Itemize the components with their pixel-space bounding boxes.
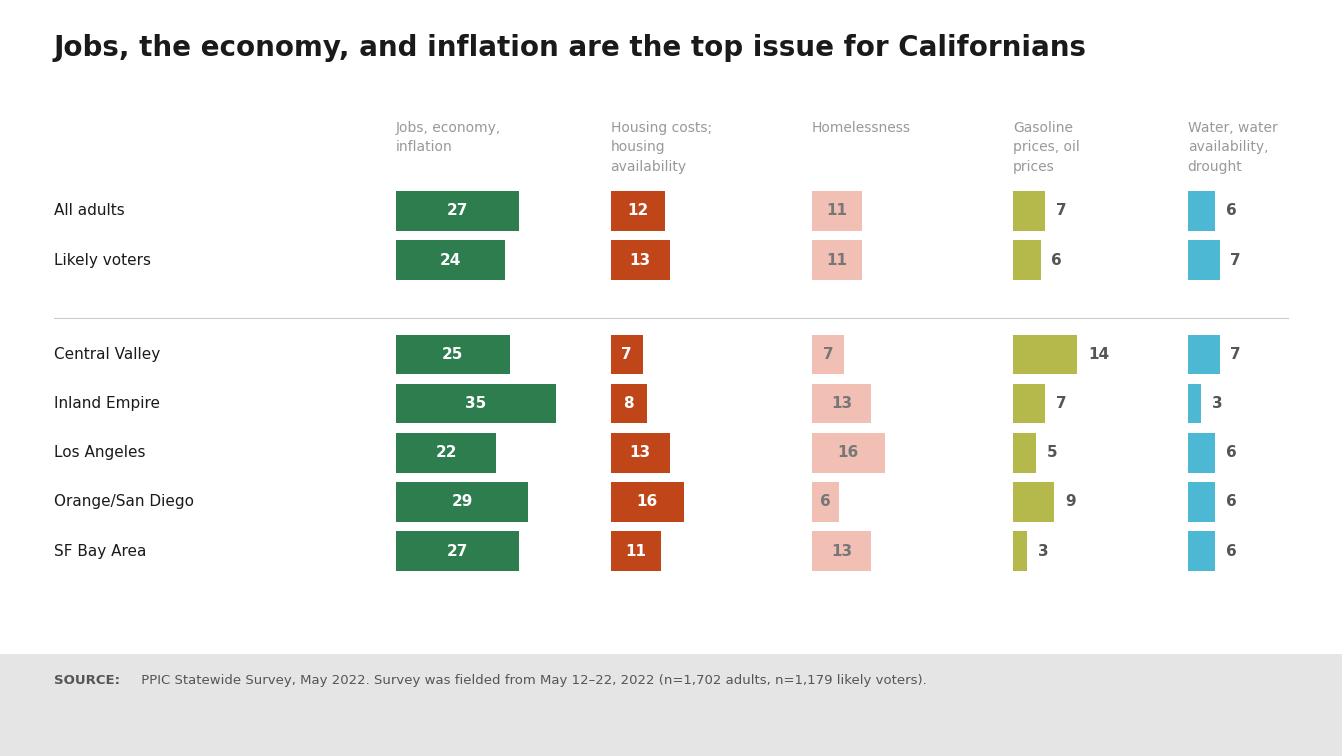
FancyBboxPatch shape	[396, 191, 519, 231]
Text: 13: 13	[629, 445, 651, 460]
Text: 5: 5	[1047, 445, 1057, 460]
Text: 11: 11	[625, 544, 647, 559]
Text: 11: 11	[827, 203, 848, 218]
Text: SOURCE:: SOURCE:	[54, 674, 119, 687]
FancyBboxPatch shape	[611, 335, 643, 374]
FancyBboxPatch shape	[812, 240, 862, 280]
Text: 16: 16	[636, 494, 658, 510]
Text: Gasoline
prices, oil
prices: Gasoline prices, oil prices	[1013, 121, 1080, 174]
FancyBboxPatch shape	[0, 654, 1342, 756]
FancyBboxPatch shape	[812, 384, 871, 423]
Text: 24: 24	[440, 253, 462, 268]
FancyBboxPatch shape	[1188, 531, 1215, 571]
FancyBboxPatch shape	[611, 191, 666, 231]
Text: Housing costs;
housing
availability: Housing costs; housing availability	[611, 121, 711, 174]
FancyBboxPatch shape	[396, 240, 506, 280]
Text: 13: 13	[831, 396, 852, 411]
Text: Likely voters: Likely voters	[54, 253, 150, 268]
Text: PPIC Statewide Survey, May 2022. Survey was fielded from May 12–22, 2022 (n=1,70: PPIC Statewide Survey, May 2022. Survey …	[137, 674, 926, 687]
FancyBboxPatch shape	[396, 335, 510, 374]
Text: 9: 9	[1066, 494, 1076, 510]
FancyBboxPatch shape	[611, 240, 670, 280]
Text: 25: 25	[443, 347, 463, 362]
FancyBboxPatch shape	[1188, 240, 1220, 280]
FancyBboxPatch shape	[611, 531, 660, 571]
Text: 7: 7	[1056, 203, 1067, 218]
FancyBboxPatch shape	[1188, 335, 1220, 374]
Text: 13: 13	[831, 544, 852, 559]
FancyBboxPatch shape	[1013, 433, 1036, 472]
FancyBboxPatch shape	[1013, 240, 1040, 280]
FancyBboxPatch shape	[396, 384, 556, 423]
FancyBboxPatch shape	[1013, 482, 1055, 522]
Text: 7: 7	[1231, 347, 1241, 362]
FancyBboxPatch shape	[1188, 433, 1215, 472]
FancyBboxPatch shape	[396, 433, 497, 472]
Text: 6: 6	[1225, 494, 1236, 510]
FancyBboxPatch shape	[812, 482, 839, 522]
Text: SF Bay Area: SF Bay Area	[54, 544, 146, 559]
Text: 6: 6	[820, 494, 831, 510]
FancyBboxPatch shape	[1188, 384, 1201, 423]
Text: 22: 22	[435, 445, 456, 460]
FancyBboxPatch shape	[1013, 191, 1045, 231]
Text: 12: 12	[627, 203, 648, 218]
Text: 6: 6	[1225, 203, 1236, 218]
FancyBboxPatch shape	[396, 482, 529, 522]
FancyBboxPatch shape	[812, 531, 871, 571]
Text: 11: 11	[827, 253, 848, 268]
FancyBboxPatch shape	[812, 433, 884, 472]
FancyBboxPatch shape	[812, 335, 844, 374]
Text: 7: 7	[1231, 253, 1241, 268]
FancyBboxPatch shape	[1013, 335, 1078, 374]
Text: 14: 14	[1088, 347, 1108, 362]
FancyBboxPatch shape	[1188, 482, 1215, 522]
Text: 3: 3	[1212, 396, 1223, 411]
FancyBboxPatch shape	[396, 531, 519, 571]
FancyBboxPatch shape	[611, 433, 670, 472]
Text: 8: 8	[624, 396, 635, 411]
Text: All adults: All adults	[54, 203, 125, 218]
FancyBboxPatch shape	[1188, 191, 1215, 231]
FancyBboxPatch shape	[1013, 531, 1027, 571]
Text: 6: 6	[1225, 544, 1236, 559]
Text: 7: 7	[621, 347, 632, 362]
FancyBboxPatch shape	[1013, 384, 1045, 423]
Text: 35: 35	[466, 396, 486, 411]
Text: 27: 27	[447, 203, 468, 218]
Text: 6: 6	[1225, 445, 1236, 460]
Text: Central Valley: Central Valley	[54, 347, 160, 362]
Text: Jobs, economy,
inflation: Jobs, economy, inflation	[396, 121, 501, 154]
Text: 6: 6	[1051, 253, 1062, 268]
Text: 7: 7	[1056, 396, 1067, 411]
Text: 3: 3	[1037, 544, 1048, 559]
Text: Water, water
availability,
drought: Water, water availability, drought	[1188, 121, 1278, 174]
Text: 29: 29	[451, 494, 472, 510]
FancyBboxPatch shape	[812, 191, 862, 231]
Text: Orange/San Diego: Orange/San Diego	[54, 494, 193, 510]
Text: Los Angeles: Los Angeles	[54, 445, 145, 460]
Text: Homelessness: Homelessness	[812, 121, 911, 135]
Text: 16: 16	[837, 445, 859, 460]
Text: Inland Empire: Inland Empire	[54, 396, 160, 411]
Text: Jobs, the economy, and inflation are the top issue for Californians: Jobs, the economy, and inflation are the…	[54, 34, 1087, 62]
FancyBboxPatch shape	[611, 482, 683, 522]
Text: 7: 7	[823, 347, 833, 362]
Text: 13: 13	[629, 253, 651, 268]
FancyBboxPatch shape	[611, 384, 647, 423]
Text: 27: 27	[447, 544, 468, 559]
